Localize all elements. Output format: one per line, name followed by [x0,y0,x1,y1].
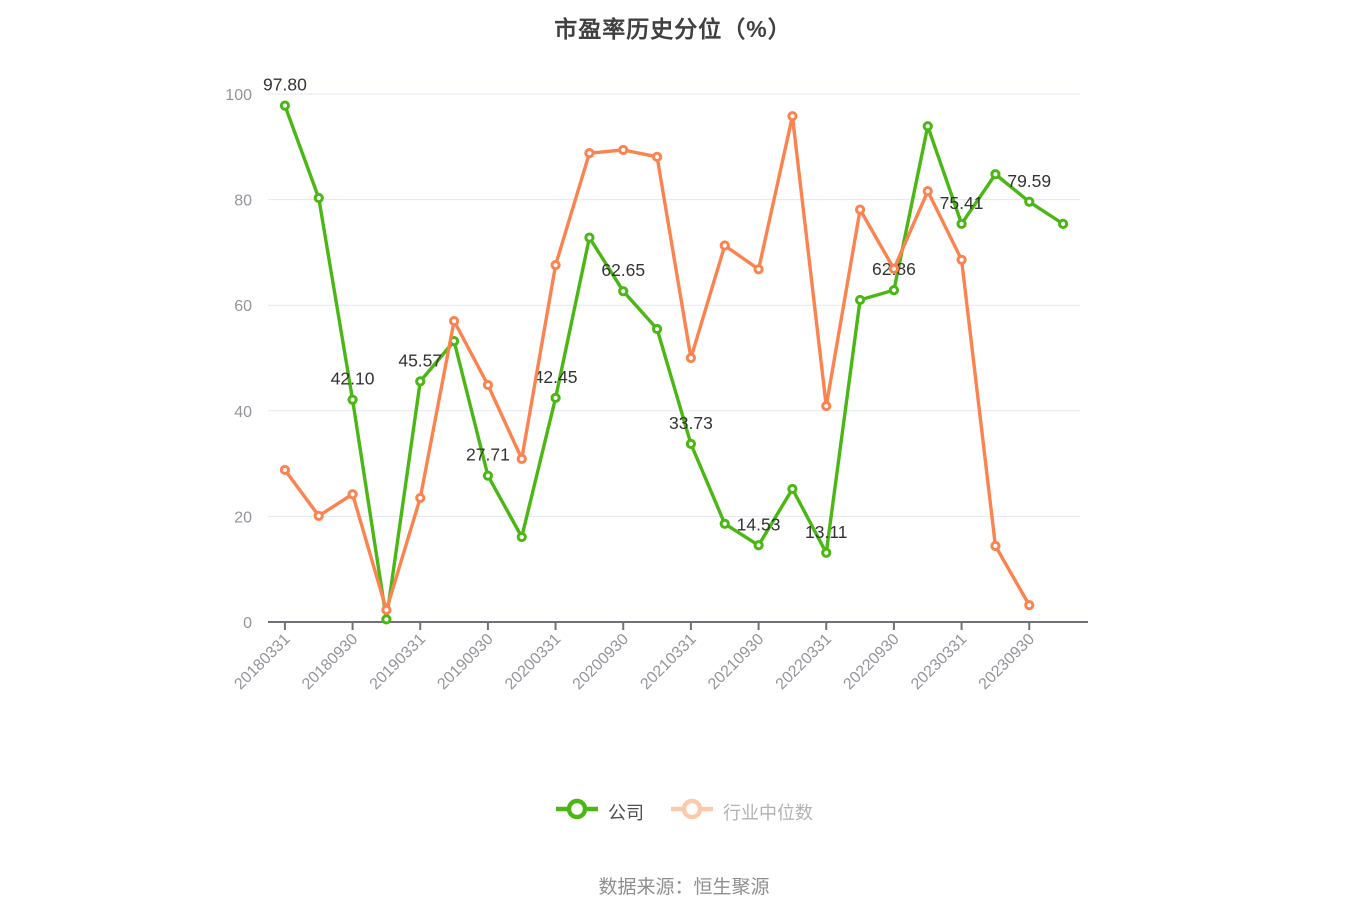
data-point-marker [279,100,291,111]
series-line-industry [283,114,1031,612]
data-point-marker [753,540,764,551]
data-point-marker [956,254,967,265]
data-point-marker [854,204,866,215]
data-point-marker [1024,600,1035,611]
data-point-marker [719,240,730,251]
data-point-label: 62.65 [601,260,645,280]
data-point-label: 42.10 [331,369,375,389]
data-point-marker [787,483,798,495]
x-axis-tick-label: 20210331 [637,631,699,693]
x-axis-tick-label: 20180930 [299,631,361,693]
series-line-company [283,103,1065,622]
data-point-marker [719,518,730,529]
y-axis-tick-label: 20 [234,509,252,526]
data-point-marker [651,323,663,335]
data-point-marker [990,169,1001,180]
data-point-marker [821,400,832,412]
data-point-marker [415,376,426,387]
data-point-marker [313,192,324,204]
data-point-marker [1057,218,1069,229]
data-point-marker [584,232,595,243]
data-point-marker [279,464,291,476]
x-axis-tick-label: 20220331 [773,631,835,693]
data-point-marker [618,286,629,297]
data-point-label: 27.71 [466,445,510,465]
pe-percentile-line-chart: 0 20 40 60 80 100 20180331 20180930 20190331 2019… [225,75,1088,693]
y-axis-tick-label: 80 [234,193,252,210]
data-point-marker [618,144,629,156]
data-point-marker [448,315,460,327]
data-point-marker [956,218,967,229]
x-axis-tick-label: 20230930 [976,631,1038,693]
data-point-label: 75.41 [940,193,984,213]
data-point-marker [685,352,697,364]
chart-legend: 公司 行业中位数 [0,796,1360,827]
data-point-marker [550,392,561,403]
data-source-note: 数据来源：恒生聚源 [598,877,770,898]
x-axis-tick-label: 20200331 [502,631,564,693]
y-axis-tick-label: 100 [225,87,252,104]
y-axis-tick-label: 40 [234,404,252,421]
x-axis-tick-label: 20190331 [367,631,429,693]
data-point-marker [990,540,1001,552]
x-axis-tick-label: 20180331 [231,631,293,693]
data-point-label: 97.80 [263,75,307,95]
data-point-marker [888,284,900,296]
data-point-marker [482,470,494,481]
data-point-marker [516,453,527,464]
x-axis-tick-label: 20230331 [908,631,970,693]
x-axis-tick-label: 20210930 [705,631,767,693]
x-axis-tick-label: 20200930 [570,631,632,693]
data-point-marker [550,259,561,271]
legend-label-industry-median: 行业中位数 [723,802,813,823]
legend-label-company: 公司 [608,802,644,823]
chart-title: 市盈率历史分位（%） [554,16,792,42]
data-point-marker [584,148,595,159]
data-point-label: 33.73 [669,413,713,433]
x-axis-tick-label: 20190930 [434,631,496,693]
data-point-marker [347,489,358,500]
data-point-marker [347,394,358,405]
data-point-label: 14.53 [737,514,781,534]
industry-line-marker-icon [670,796,714,827]
data-point-marker [482,379,494,391]
data-point-marker [922,121,933,132]
data-point-marker [516,531,527,543]
y-axis-tick-label: 60 [234,298,252,315]
data-point-marker [685,438,697,450]
data-point-marker [753,264,764,275]
data-point-marker [854,294,866,306]
data-point-marker [381,604,392,615]
data-point-marker [787,111,798,122]
data-point-label: 79.59 [1007,171,1051,191]
data-point-marker [415,492,426,504]
x-axis-tick-label: 20220930 [840,631,902,693]
y-axis-tick-label: 0 [243,615,252,632]
legend-item-company[interactable]: 公司 [555,796,644,827]
data-point-marker [381,614,392,625]
data-point-label: 45.57 [398,350,442,370]
data-point-label: 42.45 [534,367,578,387]
data-point-marker [651,151,663,162]
data-point-marker [888,263,900,274]
data-point-marker [922,186,933,197]
data-point-marker [313,510,324,521]
data-point-marker [821,547,832,558]
legend-item-industry-median[interactable]: 行业中位数 [670,796,813,827]
company-line-marker-icon [555,796,599,827]
data-point-marker [1024,196,1035,207]
data-point-label: 13.11 [805,522,848,542]
